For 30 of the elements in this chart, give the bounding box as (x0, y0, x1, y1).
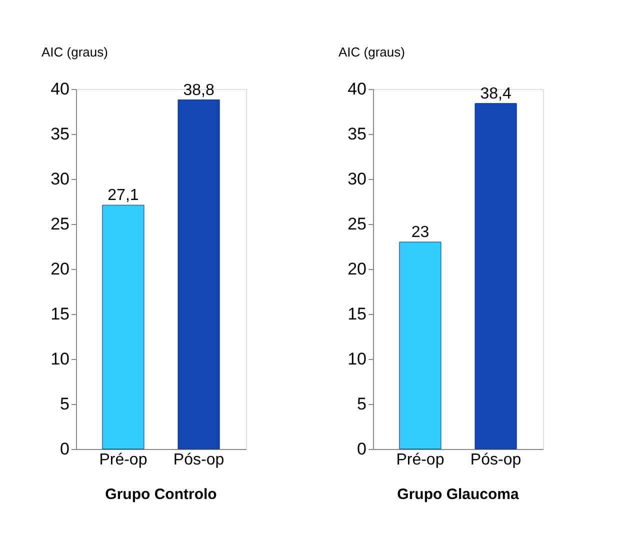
y-axis-title: AIC (graus) (338, 44, 405, 60)
y-tick-label: 35 (348, 124, 366, 144)
y-tick-label: 5 (357, 394, 366, 414)
y-axis-title: AIC (graus) (42, 44, 108, 60)
data-label: 38,8 (183, 82, 214, 99)
y-tick-label: 25 (348, 214, 366, 234)
x-tick-label: Pré-op (99, 452, 148, 468)
y-tick-label: 40 (50, 80, 70, 98)
y-tick-label: 30 (50, 170, 70, 188)
y-tick-label: 30 (348, 170, 366, 188)
y-tick-label: 40 (348, 80, 366, 98)
x-tick-label: Pré-op (396, 452, 444, 468)
y-tick-label: 10 (50, 350, 70, 368)
y-tick-label: 10 (348, 350, 366, 368)
y-tick-label: 25 (50, 214, 70, 234)
text: Grupo Controlo (105, 486, 217, 503)
x-tick-label: Pós-op (470, 452, 522, 468)
data-label: 38,4 (480, 85, 512, 102)
x-tick-label: Pós-op (173, 452, 224, 468)
y-tick-label: 0 (357, 440, 366, 458)
y-tick-label: 20 (348, 260, 366, 278)
data-label: 27,1 (108, 187, 139, 204)
y-tick-label: 5 (60, 394, 70, 414)
y-tick-label: 15 (50, 304, 70, 324)
y-tick-label: 35 (50, 124, 70, 144)
y-tick-label: 0 (60, 440, 70, 458)
y-tick-label: 15 (348, 304, 366, 324)
data-label: 23 (411, 224, 430, 241)
y-tick-label: 20 (50, 260, 70, 278)
text: Grupo Glaucoma (397, 486, 520, 503)
